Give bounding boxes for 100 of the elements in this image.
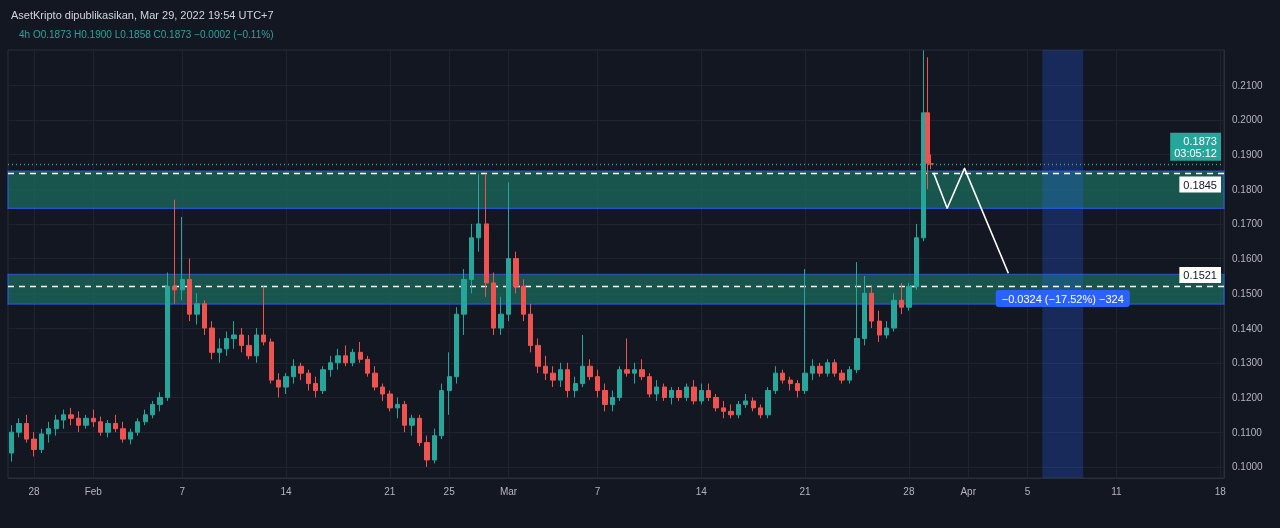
x-tick-label: Apr xyxy=(960,485,977,497)
candlestick xyxy=(721,400,726,419)
x-tick-label: 28 xyxy=(903,485,915,497)
candlestick xyxy=(143,409,148,426)
candlestick xyxy=(298,362,304,381)
candlestick xyxy=(899,282,904,315)
candlestick xyxy=(825,358,830,378)
candlestick xyxy=(231,320,237,350)
candlestick xyxy=(535,337,541,374)
candlestick xyxy=(180,216,185,301)
candlestick xyxy=(150,400,155,419)
candlestick xyxy=(751,396,756,412)
candlestick xyxy=(432,428,437,464)
candlestick xyxy=(521,278,526,322)
candlestick xyxy=(16,417,22,438)
candlestick xyxy=(202,299,207,336)
candlestick xyxy=(350,348,355,367)
candlestick xyxy=(61,409,66,430)
candlestick xyxy=(802,268,808,395)
candlestick xyxy=(758,403,763,419)
candlestick xyxy=(595,369,600,398)
candlestick xyxy=(246,334,252,360)
y-tick-label: 0.1100 xyxy=(1232,426,1263,438)
x-tick-label: 25 xyxy=(443,485,456,497)
candlestick xyxy=(31,431,37,457)
y-tick-label: 0.2000 xyxy=(1232,114,1264,126)
candlestick xyxy=(320,365,326,395)
candlestick xyxy=(9,424,14,463)
candlestick xyxy=(306,369,311,392)
y-tick-label: 0.1700 xyxy=(1232,218,1264,230)
candlestick xyxy=(24,414,29,444)
candlestick xyxy=(491,272,496,336)
chart-title: AsetKripto dipublikasikan, Mar 29, 2022 19:54 UTC+7 xyxy=(11,8,274,21)
candlestick xyxy=(713,393,719,412)
candlestick xyxy=(424,435,430,468)
candlestick xyxy=(291,358,296,385)
x-tick-label: 7 xyxy=(594,485,601,497)
x-tick-label: 18 xyxy=(1214,485,1227,497)
candlestick xyxy=(128,428,133,445)
y-tick-label: 0.1200 xyxy=(1232,391,1264,403)
candlestick xyxy=(328,355,333,378)
candlestick xyxy=(788,376,793,392)
candlestick xyxy=(602,383,608,412)
candlestick xyxy=(239,327,244,353)
candlestick xyxy=(862,275,867,346)
candlestick xyxy=(276,372,281,398)
candlestick xyxy=(684,383,689,402)
x-tick-label: 28 xyxy=(28,485,40,497)
candlestick xyxy=(573,376,578,398)
candlestick xyxy=(46,421,51,444)
candlestick xyxy=(624,337,630,378)
y-tick-label: 0.1400 xyxy=(1232,322,1264,334)
candlestick xyxy=(261,285,266,346)
candlestick xyxy=(669,386,674,405)
y-tick-label: 0.1000 xyxy=(1232,461,1264,473)
candlestick xyxy=(83,414,89,430)
candlestick xyxy=(869,285,874,329)
candlestick xyxy=(105,419,111,438)
candlestick xyxy=(120,421,126,444)
candlestick xyxy=(914,223,919,291)
candlestick xyxy=(224,331,229,357)
ref-line-label: 0.1521 xyxy=(1183,269,1217,282)
candlestick xyxy=(854,261,860,374)
candlestick xyxy=(780,369,785,385)
candlestick xyxy=(380,383,385,402)
x-tick-label: Mar xyxy=(499,485,518,497)
x-tick-label: 5 xyxy=(1024,485,1031,497)
candlestick xyxy=(884,320,889,339)
y-tick-label: 0.1500 xyxy=(1232,287,1264,299)
candlestick xyxy=(832,358,837,378)
x-tick-label: 21 xyxy=(799,485,812,497)
candlestick xyxy=(54,414,59,437)
candlestick xyxy=(343,344,348,367)
candlestick xyxy=(76,410,81,433)
ref-line-label: 0.1873 03:05:12 xyxy=(1174,134,1217,159)
candlestick xyxy=(736,400,741,419)
y-tick-label: 0.2100 xyxy=(1232,79,1264,91)
candlestick xyxy=(358,341,363,364)
candlestick xyxy=(765,386,771,419)
x-tick-label: 11 xyxy=(1111,485,1123,497)
candlestick xyxy=(469,223,474,294)
candlestick xyxy=(654,379,659,402)
chart-subtitle: 4h O0.1873 H0.1900 L0.1858 C0.1873 −0.0002 (−0.11%) xyxy=(19,28,274,40)
candlestick xyxy=(906,282,912,312)
annotation: −0.0324 (−17.52%) −324 xyxy=(1001,292,1124,305)
candlestick xyxy=(528,303,533,353)
candlestick xyxy=(839,369,845,385)
y-tick-label: 0.1600 xyxy=(1232,253,1264,265)
candlestick xyxy=(313,376,318,398)
x-tick-label: 14 xyxy=(695,485,708,497)
candlestick xyxy=(409,414,415,437)
candlestick xyxy=(165,272,170,402)
x-tick-label: Feb xyxy=(84,485,103,497)
candlestick xyxy=(417,414,422,447)
candlestick xyxy=(439,383,444,440)
candlestick xyxy=(891,292,897,333)
candlestick xyxy=(795,379,800,398)
candlestick xyxy=(365,355,370,378)
candlestick xyxy=(498,296,504,336)
candlestick xyxy=(676,386,682,402)
